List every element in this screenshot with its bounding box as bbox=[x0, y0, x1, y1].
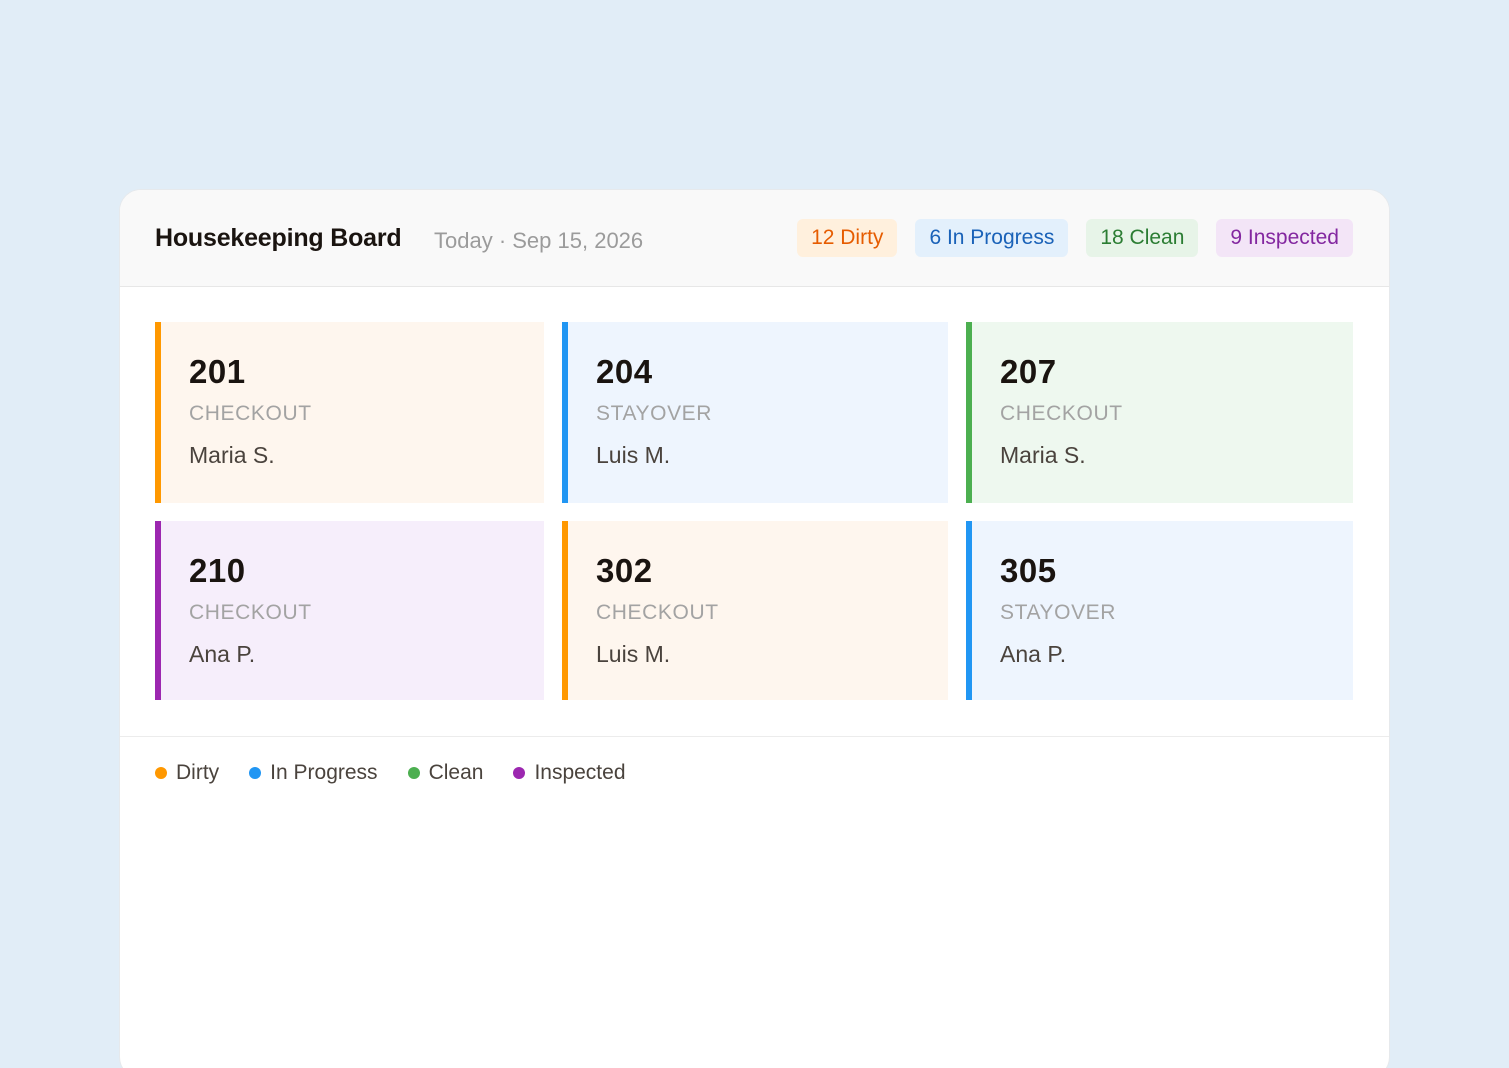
room-assignee: Ana P. bbox=[189, 641, 256, 667]
legend-divider bbox=[120, 736, 1389, 737]
room-number: 210 bbox=[189, 552, 246, 589]
legend-item-inspected: Inspected bbox=[513, 761, 626, 785]
room-number: 207 bbox=[1000, 353, 1057, 390]
room-card-207[interactable]: 207 CHECKOUT Maria S. bbox=[966, 322, 1353, 503]
legend-label: Clean bbox=[428, 761, 484, 784]
badge-clean[interactable]: 18 Clean bbox=[1086, 219, 1199, 257]
in-progress-dot-icon bbox=[249, 767, 262, 779]
status-legend: Dirty In Progress Clean Inspected bbox=[155, 761, 626, 785]
page-title: Housekeeping Board bbox=[155, 224, 402, 252]
badge-dirty[interactable]: 12 Dirty bbox=[797, 219, 898, 257]
badge-in-progress[interactable]: 6 In Progress bbox=[915, 219, 1069, 257]
badge-inspected[interactable]: 9 Inspected bbox=[1216, 219, 1353, 257]
room-assignee: Maria S. bbox=[189, 442, 275, 468]
clean-dot-icon bbox=[407, 767, 420, 779]
date-label: Today · Sep 15, 2026 bbox=[434, 228, 644, 253]
housekeeping-panel: Housekeeping Board Today · Sep 15, 2026 … bbox=[119, 189, 1390, 1068]
room-number: 204 bbox=[596, 353, 653, 390]
legend-label: In Progress bbox=[270, 761, 378, 784]
legend-item-dirty: Dirty bbox=[155, 761, 219, 785]
room-number: 302 bbox=[596, 552, 653, 589]
legend-label: Dirty bbox=[176, 761, 220, 784]
legend-item-in-progress: In Progress bbox=[249, 761, 378, 785]
room-card-305[interactable]: 305 STAYOVER Ana P. bbox=[966, 521, 1353, 700]
room-number: 305 bbox=[1000, 552, 1057, 589]
legend-item-clean: Clean bbox=[407, 761, 484, 785]
room-number: 201 bbox=[189, 353, 246, 390]
room-assignee: Maria S. bbox=[1000, 442, 1086, 468]
room-card-302[interactable]: 302 CHECKOUT Luis M. bbox=[562, 521, 948, 700]
room-card-201[interactable]: 201 CHECKOUT Maria S. bbox=[155, 322, 544, 503]
room-type: STAYOVER bbox=[596, 402, 713, 425]
room-type: CHECKOUT bbox=[596, 601, 719, 624]
room-type: CHECKOUT bbox=[1000, 402, 1123, 425]
status-summary: 12 Dirty 6 In Progress 18 Clean 9 Inspec… bbox=[797, 219, 1353, 257]
room-card-210[interactable]: 210 CHECKOUT Ana P. bbox=[155, 521, 544, 700]
room-grid: 201 CHECKOUT Maria S. 204 STAYOVER Luis … bbox=[155, 322, 1353, 700]
room-type: CHECKOUT bbox=[189, 402, 312, 425]
dirty-dot-icon bbox=[155, 767, 167, 779]
room-assignee: Ana P. bbox=[1000, 641, 1067, 667]
room-type: STAYOVER bbox=[1000, 601, 1117, 624]
room-assignee: Luis M. bbox=[596, 641, 671, 667]
inspected-dot-icon bbox=[513, 767, 526, 779]
room-card-204[interactable]: 204 STAYOVER Luis M. bbox=[562, 322, 948, 503]
room-type: CHECKOUT bbox=[189, 601, 312, 624]
board-header: Housekeeping Board Today · Sep 15, 2026 … bbox=[120, 190, 1389, 287]
room-assignee: Luis M. bbox=[596, 442, 671, 468]
legend-label: Inspected bbox=[534, 761, 626, 784]
